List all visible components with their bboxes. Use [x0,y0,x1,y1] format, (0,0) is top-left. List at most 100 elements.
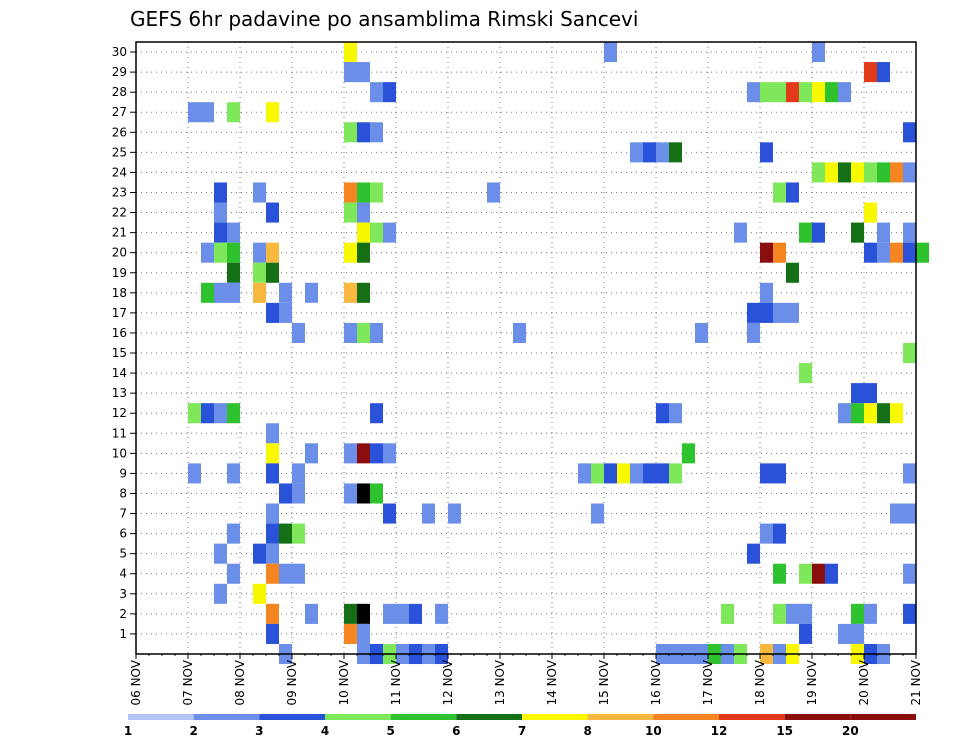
heatmap-cell [851,623,864,644]
legend-label: 10 [645,724,662,738]
heatmap-cell [357,603,370,624]
legend-swatch [653,714,719,720]
y-tick-label: 6 [119,527,127,541]
x-tick-label: 17 NOV [701,659,715,705]
heatmap-cell [838,82,851,103]
y-tick-label: 26 [112,125,127,139]
heatmap-cell [773,563,786,584]
x-tick-label: 08 NOV [233,659,247,705]
y-tick-label: 13 [112,386,127,400]
heatmap-cell [279,282,292,303]
heatmap-cell [903,603,916,624]
heatmap-cell [669,403,682,424]
y-tick-label: 19 [112,266,127,280]
heatmap-cell [357,62,370,83]
heatmap-cell [201,403,214,424]
y-tick-label: 8 [119,486,127,500]
y-tick-label: 29 [112,65,127,79]
heatmap-cell [721,603,734,624]
heatmap-cell [188,102,201,123]
x-tick-label: 14 NOV [545,659,559,705]
heatmap-cell [890,503,903,524]
heatmap-cell [266,603,279,624]
heatmap-cell [266,443,279,464]
heatmap-cell [851,222,864,243]
heatmap-cell [227,403,240,424]
heatmap-cell [656,142,669,163]
y-tick-label: 18 [112,286,127,300]
data-cells [188,42,929,665]
heatmap-cell [253,262,266,283]
heatmap-cell [279,483,292,504]
heatmap-cell [604,463,617,484]
heatmap-cell [344,322,357,343]
heatmap-cell [201,102,214,123]
legend-swatch [719,714,785,720]
heatmap-cell [227,563,240,584]
heatmap-cell [799,563,812,584]
heatmap-cell [760,463,773,484]
heatmap-cell [799,82,812,103]
y-tick-label: 16 [112,326,127,340]
heatmap-cell [292,563,305,584]
heatmap-cell [734,222,747,243]
heatmap-cell [773,523,786,544]
y-tick-label: 22 [112,206,127,220]
heatmap-cell [591,463,604,484]
y-tick-label: 14 [112,366,127,380]
heatmap-cell [188,463,201,484]
heatmap-cell [903,122,916,143]
heatmap-cell [877,222,890,243]
legend-swatch [784,714,851,720]
heatmap-cell [357,483,370,504]
heatmap-cell [357,282,370,303]
legend-label: 15 [776,724,793,738]
heatmap-cell [760,523,773,544]
heatmap-cell [227,262,240,283]
heatmap-cell [864,383,877,404]
heatmap-cell [799,623,812,644]
heatmap-cell [357,222,370,243]
heatmap-cell [773,463,786,484]
heatmap-cell [903,162,916,183]
heatmap-cell [383,603,396,624]
legend-swatch [850,714,916,720]
y-tick-label: 21 [112,226,127,240]
heatmap-cell [695,322,708,343]
heatmap-cell [773,182,786,203]
heatmap-cell [747,322,760,343]
y-tick-label: 3 [119,587,127,601]
x-tick-label: 13 NOV [493,659,507,705]
heatmap-cell [773,603,786,624]
heatmap-cell [357,242,370,263]
heatmap-cell [357,202,370,223]
heatmap-cell [344,443,357,464]
heatmap-cell [864,403,877,424]
legend-label: 2 [189,724,197,738]
heatmap-cell [214,403,227,424]
heatmap-cell [357,623,370,644]
heatmap-cell [214,242,227,263]
heatmap-cell [253,282,266,303]
heatmap-cell [799,363,812,384]
heatmap-cell [383,222,396,243]
heatmap-cell [201,242,214,263]
y-tick-label: 24 [112,165,127,179]
heatmap-cell [344,122,357,143]
heatmap-cell [747,82,760,103]
heatmap-cell [825,82,838,103]
heatmap-cell [864,202,877,223]
heatmap-cell [344,282,357,303]
heatmap-cell [656,403,669,424]
y-tick-label: 5 [119,547,127,561]
y-tick-label: 11 [112,426,127,440]
x-tick-label: 19 NOV [805,659,819,705]
legend-swatch [259,714,325,720]
heatmap-cell [344,42,357,63]
heatmap-cell [370,222,383,243]
heatmap-cell [370,443,383,464]
x-tick-label: 16 NOV [649,659,663,705]
heatmap-cell [344,62,357,83]
heatmap-cell [292,322,305,343]
heatmap-cell [344,603,357,624]
